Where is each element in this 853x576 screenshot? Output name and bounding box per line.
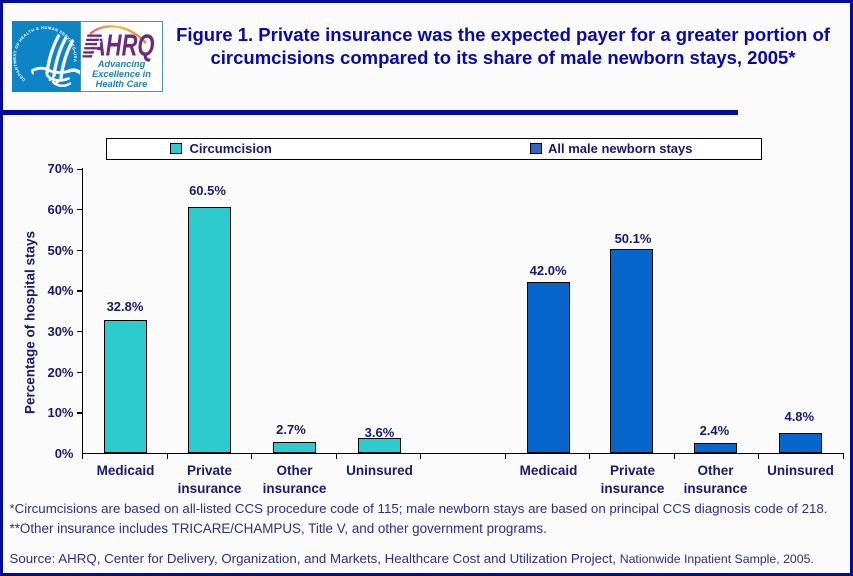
svg-text:Advancing: Advancing [97,59,146,69]
svg-text:Health Care: Health Care [96,79,148,89]
svg-text:Excellence in: Excellence in [92,69,151,79]
svg-text:AHRQ: AHRQ [89,27,155,61]
